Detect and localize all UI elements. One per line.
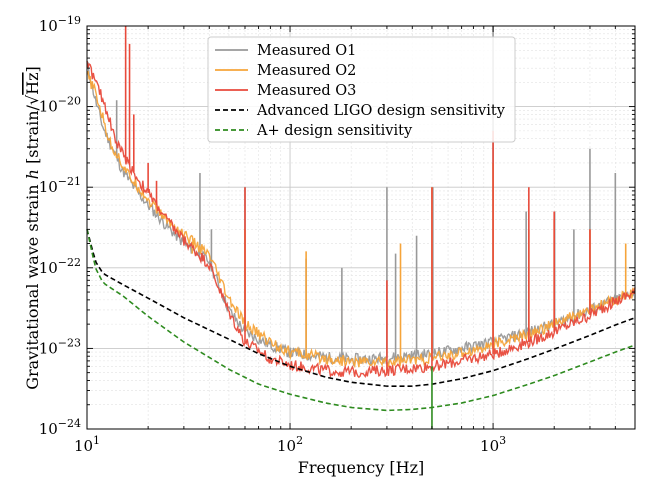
legend: Measured O1 Measured O2 Measured O3 Advance… (207, 36, 516, 143)
legend-item: A+ design sensitivity (215, 123, 413, 139)
legend-label: Measured O2 (257, 63, 356, 79)
y-tick-label: 10−23 (39, 336, 81, 357)
series-line (86, 61, 636, 379)
sqrt-symbol: √ (23, 94, 42, 105)
svg-text:Gravitational wave strain h [s: Gravitational wave strain h [strain/√Hz] (23, 66, 42, 390)
y-axis-label-main: Gravitational wave strain (23, 179, 42, 389)
ticks: 101 102 103 10−24 10−23 10−22 10−21 10−20 10−19 (39, 14, 636, 455)
y-axis-label-var: h (23, 169, 42, 179)
legend-label: Advanced LIGO design sensitivity (256, 103, 506, 119)
y-axis-label-unit-open: [strain/ (23, 104, 42, 169)
y-tick-label: 10−19 (39, 14, 81, 35)
legend-item: Advanced LIGO design sensitivity (215, 103, 506, 119)
y-tick-label: 10−21 (39, 175, 81, 196)
legend-item: Measured O2 (215, 63, 356, 79)
y-tick-label: 10−22 (39, 256, 81, 277)
series-line (86, 229, 636, 412)
y-axis-label-unit-close: ] (23, 66, 42, 72)
y-axis-label: Gravitational wave strain h [strain/√Hz] (23, 66, 42, 390)
x-tick-label: 102 (277, 434, 303, 455)
plot-frame (86, 25, 636, 430)
series-a-design-sensitivity (86, 229, 636, 429)
y-axis-label-sqrt-arg: Hz (23, 72, 42, 94)
legend-item: Measured O3 (215, 83, 356, 99)
series-layer (86, 26, 636, 429)
legend-label: A+ design sensitivity (256, 123, 413, 139)
series-advanced-ligo-design-sensitivity (86, 229, 636, 387)
legend-label: Measured O3 (257, 83, 356, 99)
y-tick-label: 10−20 (39, 95, 81, 116)
legend-box (207, 36, 516, 143)
legend-label: Measured O1 (257, 43, 356, 59)
series-line (86, 229, 636, 387)
legend-item: Measured O1 (215, 43, 356, 59)
x-tick-label: 101 (74, 434, 100, 455)
x-axis-label: Frequency [Hz] (298, 458, 425, 477)
y-tick-label: 10−24 (39, 417, 81, 438)
series-measured-o3 (86, 26, 636, 379)
x-tick-label: 103 (480, 434, 506, 455)
